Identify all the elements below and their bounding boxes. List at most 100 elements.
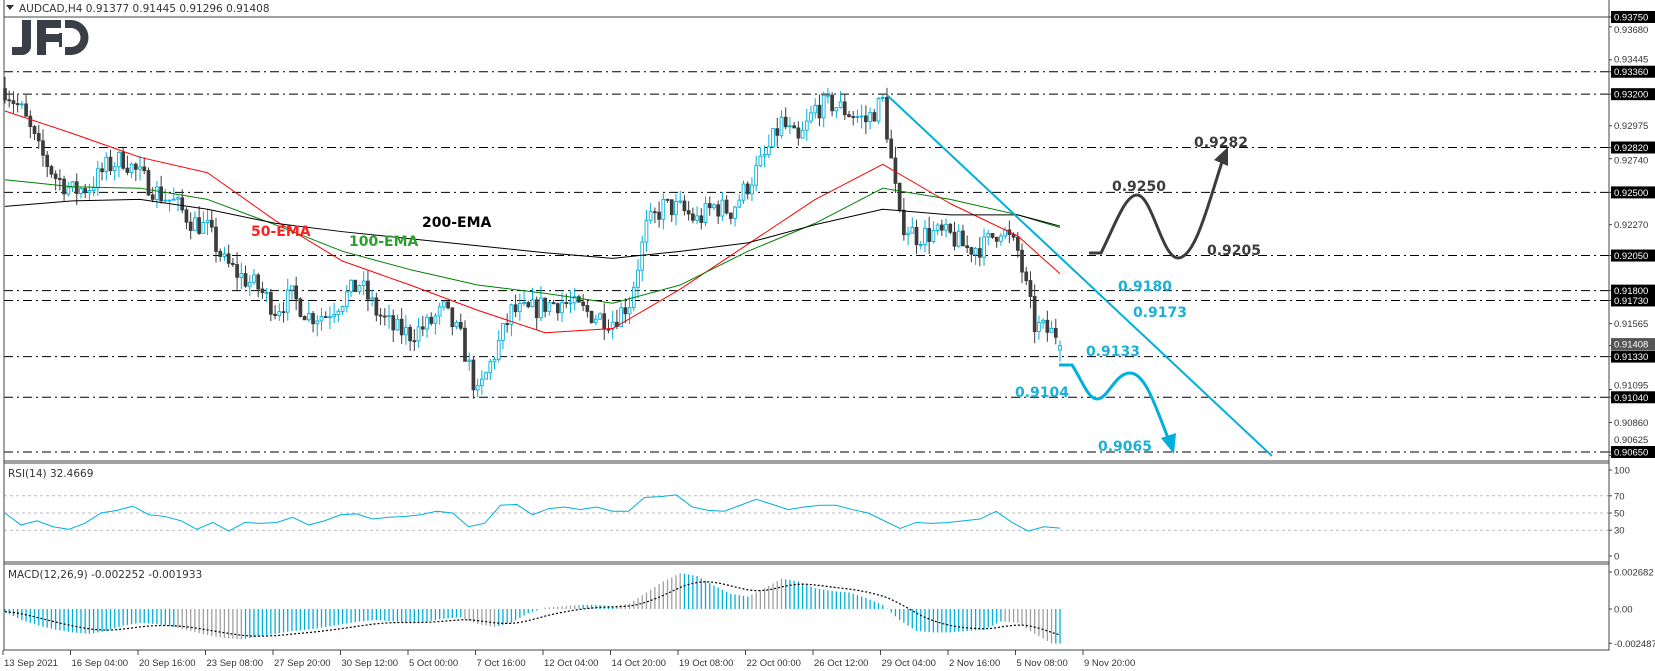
bear-candle [7, 99, 12, 102]
bull-candle [155, 186, 159, 200]
ema200-line [4, 198, 1061, 259]
bull-candle [910, 226, 915, 234]
rsi-axis-label: 70 [1614, 491, 1625, 502]
bull-candle [328, 316, 332, 319]
bear-candle [197, 217, 201, 234]
bear-candle [420, 326, 425, 330]
bear-candle [188, 221, 193, 231]
bull-candle [809, 112, 813, 122]
time-tick-label: 2 Nov 16:00 [949, 658, 1000, 669]
bear-candle [665, 198, 670, 201]
macd-signal-line [4, 581, 1061, 637]
level-price-label-bg [1611, 284, 1655, 297]
level-price-label: 0.93360 [1614, 67, 1648, 78]
bull-candle [129, 163, 134, 173]
rsi-axis-label: 100 [1614, 466, 1630, 477]
bear-candle [108, 156, 113, 172]
bear-candle [513, 304, 518, 313]
bear-candle [450, 307, 455, 328]
moving-averages [4, 110, 1061, 334]
bull-candle [610, 321, 615, 330]
ema50-line [4, 110, 1061, 334]
bull-candle [838, 101, 843, 109]
bear-candle [24, 103, 28, 117]
level-price-label: 0.91730 [1614, 296, 1648, 307]
bear-candle [623, 307, 628, 315]
bull-target-label-0: 0.9250 [1112, 179, 1166, 195]
bear-candle [15, 103, 20, 106]
level-price-label-bg [1611, 141, 1655, 154]
bull-candle [332, 314, 337, 318]
bull-candle [340, 305, 345, 312]
bull-candle [720, 199, 725, 217]
bull-candle [766, 146, 771, 155]
bear-candle [1020, 249, 1024, 273]
macd-title: MACD(12,26,9) -0.002252 -0.001933 [8, 569, 202, 581]
bear-candle [897, 182, 902, 211]
bull-candle [876, 98, 881, 122]
bear-candle [62, 178, 66, 195]
bear-candle [209, 219, 214, 228]
bear-candle [159, 186, 163, 202]
level-price-label: 0.91330 [1614, 352, 1648, 363]
bull-candle [91, 187, 96, 191]
bear-candle [471, 359, 476, 391]
bear-candle [851, 116, 856, 118]
bull-candle [834, 107, 839, 112]
bear-candle [260, 288, 265, 294]
bear-candle [948, 223, 953, 233]
bear-candle [1011, 234, 1016, 238]
time-tick-label: 26 Oct 12:00 [814, 658, 868, 669]
level-price-label: 0.91800 [1614, 286, 1648, 297]
bear-candle [1045, 319, 1050, 333]
level-price-label: 0.92500 [1614, 188, 1648, 199]
bull-candle [931, 229, 936, 242]
bull-candle [193, 217, 197, 231]
bear-candle [581, 301, 585, 306]
bull-candle [944, 223, 948, 231]
dropdown-triangle-icon[interactable] [6, 5, 14, 10]
time-tick-label: 29 Oct 04:00 [882, 658, 936, 669]
bear-scenario-path [1059, 363, 1170, 439]
bull-candle [560, 302, 564, 314]
time-axis[interactable]: 13 Sep 2021 16 Sep 04:00 20 Sep 16:00 23 Se… [2, 650, 1135, 669]
bull-candle [1049, 327, 1054, 333]
bear-candle [864, 115, 868, 123]
bull-candle [703, 203, 708, 223]
bear-candle [391, 315, 396, 331]
bull-candle [488, 361, 493, 374]
bull-candle [176, 197, 180, 200]
bear-candle [902, 209, 906, 236]
bull-candle [880, 97, 885, 99]
bear-candle [366, 280, 370, 300]
bull-candle [404, 326, 408, 336]
level-price-label-bg [1611, 249, 1655, 262]
bull-candle [1041, 319, 1045, 324]
bull-candle [598, 313, 602, 320]
bull-candle [442, 301, 446, 308]
bear-candle [49, 166, 54, 175]
price-axis[interactable]: 0.93750 0.93360 0.93200 0.92820 0.92500 0.920… [1609, 11, 1655, 650]
bull-candle [593, 318, 598, 324]
time-tick-label: 30 Sep 12:00 [342, 658, 399, 669]
bear-candle [121, 151, 126, 169]
bear-candle [256, 274, 261, 290]
bear-candle [872, 112, 877, 122]
bull-candle [138, 166, 142, 170]
bull-candle [973, 248, 978, 255]
bear-candle [505, 323, 510, 326]
bull-candle [906, 232, 910, 236]
bear-candle [889, 138, 894, 159]
bull-candle [923, 227, 927, 245]
bear-candle [458, 321, 463, 329]
bear-candle [1024, 271, 1029, 282]
bull-candle [678, 200, 683, 203]
bull-candle [425, 316, 429, 330]
bull-candle [492, 358, 497, 363]
level-price-label: 0.93750 [1614, 13, 1648, 24]
bull-candle [619, 307, 623, 327]
bear-candle [914, 226, 919, 246]
macd-panel [4, 573, 1061, 644]
bull-candle [517, 302, 522, 313]
